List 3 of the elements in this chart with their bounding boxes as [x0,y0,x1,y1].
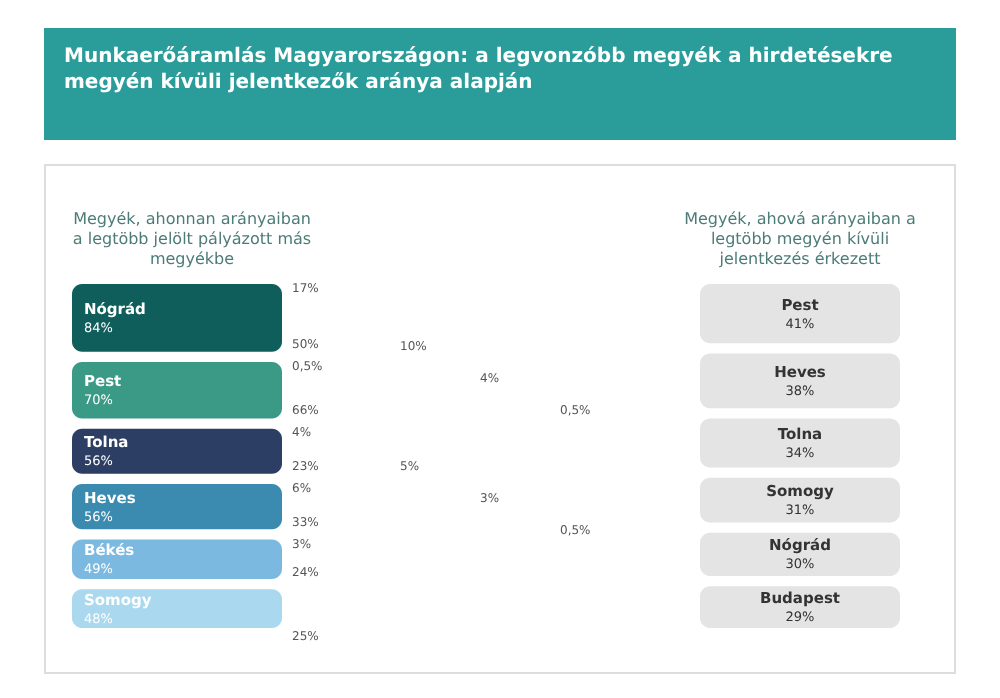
text: Megyék, ahonnan arányaiban a legtöbb jelölt pályázott más megyékbe [72,210,312,270]
text: Megyék, ahová arányaiban a legtöbb megyén kívüli jelentkezés érkezett [682,210,918,270]
text: Munkaerőáramlás Magyarországon: a legvonzóbb megyék a hirdetésekre megyén kívüli jelentkezők aránya alapján [64,44,895,96]
